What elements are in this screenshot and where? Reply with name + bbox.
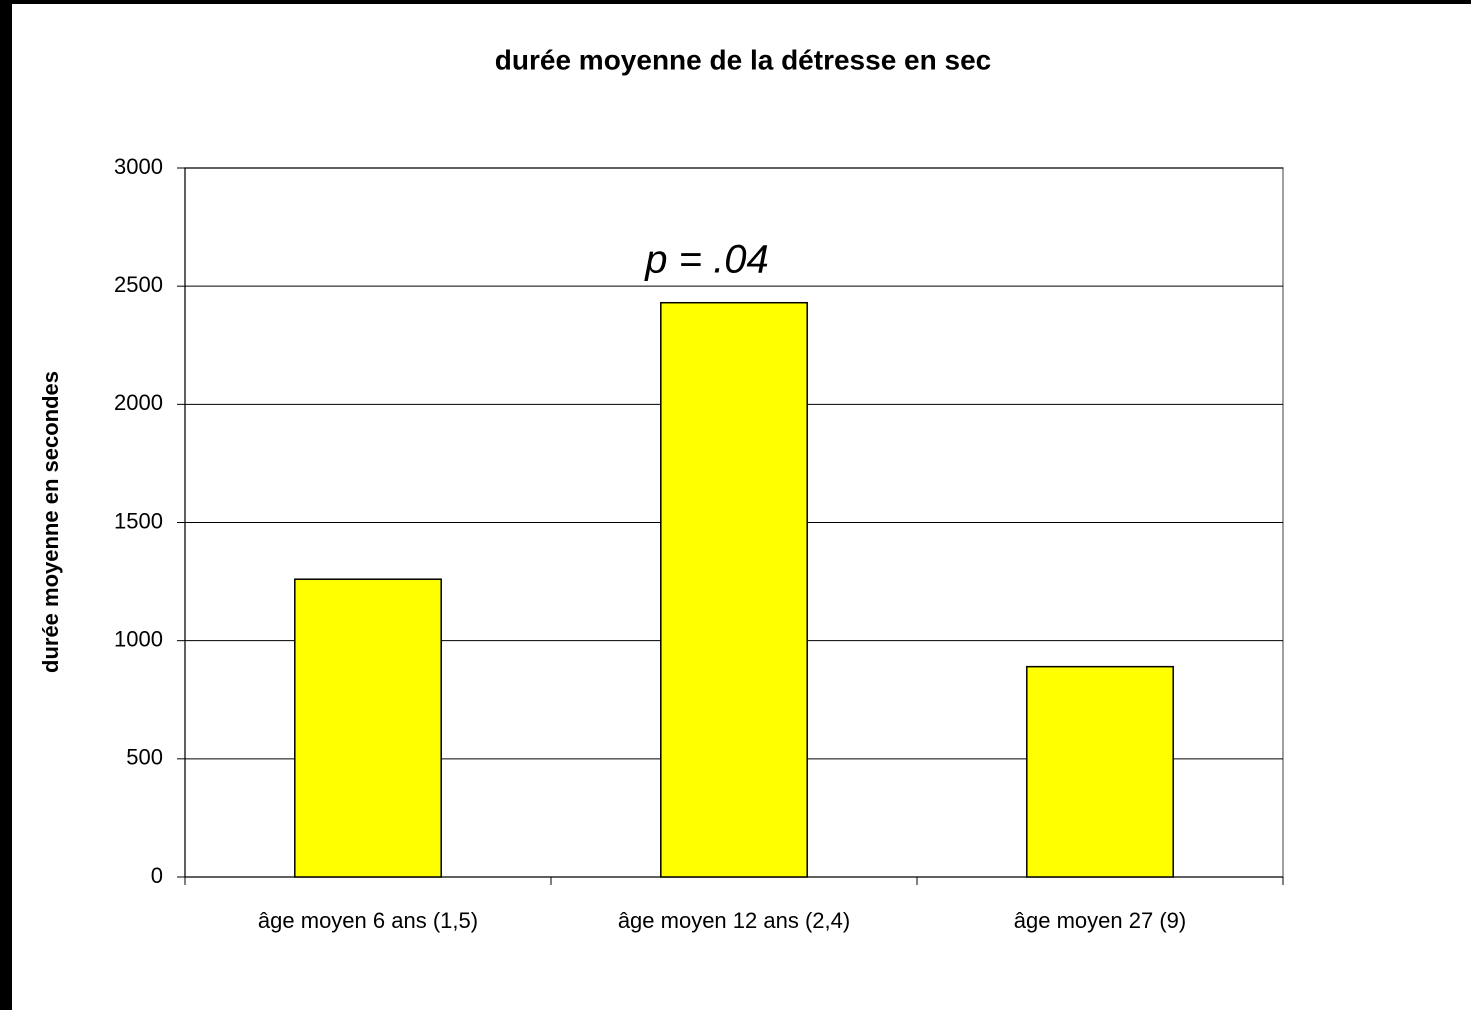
y-tick-label: 2000 [114, 390, 163, 415]
x-tick-label: âge moyen 6 ans (1,5) [258, 908, 478, 933]
annotation: p = .04 [644, 238, 768, 282]
y-tick-label: 1000 [114, 626, 163, 651]
y-tick-label: 500 [126, 745, 163, 770]
frame-left [0, 0, 12, 1010]
y-axis-label: durée moyenne en secondes [38, 371, 63, 673]
y-tick-label: 1500 [114, 508, 163, 533]
x-tick-label: âge moyen 27 (9) [1014, 908, 1186, 933]
bar [660, 301, 808, 878]
y-tick-label: 0 [151, 863, 163, 888]
y-tick-label: 3000 [114, 154, 163, 179]
x-tick-label: âge moyen 12 ans (2,4) [618, 908, 850, 933]
y-tick-label: 2500 [114, 272, 163, 297]
bar [1026, 665, 1174, 878]
frame-top [0, 0, 1471, 4]
bar [294, 578, 442, 878]
chart-title: durée moyenne de la détresse en sec [495, 44, 991, 75]
